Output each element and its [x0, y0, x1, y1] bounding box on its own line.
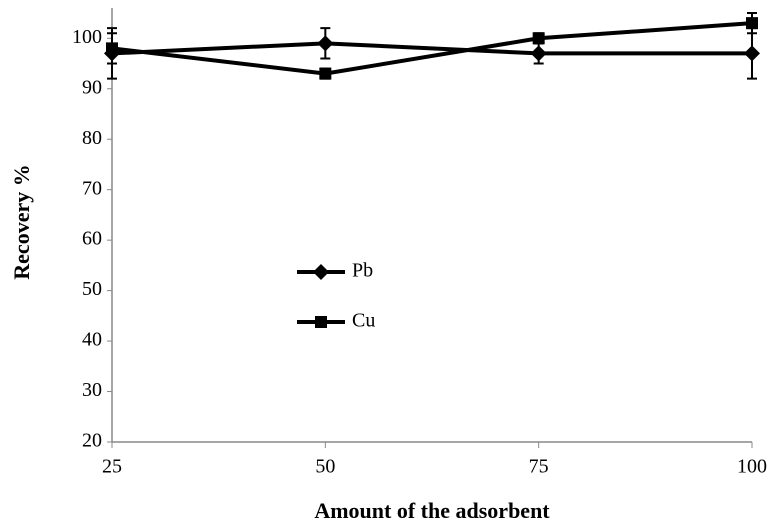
y-tick-label: 50	[82, 278, 102, 300]
x-tick-label: 25	[102, 456, 122, 478]
x-tick-label: 50	[315, 456, 335, 478]
y-tick-label: 100	[72, 26, 102, 48]
marker-diamond	[317, 35, 334, 52]
marker-diamond	[313, 264, 329, 280]
x-axis-title: Amount of the adsorbent	[314, 498, 550, 523]
y-tick-label: 40	[82, 329, 102, 351]
marker-square	[106, 42, 118, 55]
marker-diamond	[744, 45, 760, 62]
y-tick-label: 80	[82, 127, 102, 149]
legend-label: Cu	[352, 310, 375, 332]
y-tick-label: 90	[82, 76, 102, 98]
y-tick-label: 60	[82, 228, 102, 250]
marker-square	[319, 67, 332, 80]
y-axis-title: Recovery %	[9, 164, 34, 279]
series-line	[111, 21, 753, 76]
y-tick-label: 30	[82, 379, 102, 401]
marker-diamond	[530, 45, 547, 62]
marker-square	[746, 17, 758, 30]
x-tick-label: 75	[529, 456, 549, 478]
series-line	[111, 41, 752, 56]
y-tick-label: 70	[82, 177, 102, 199]
legend-label: Pb	[352, 260, 373, 282]
x-tick-label: 100	[737, 456, 767, 478]
marker-square	[315, 316, 327, 328]
y-tick-label: 20	[82, 430, 102, 452]
marker-square	[532, 32, 545, 45]
